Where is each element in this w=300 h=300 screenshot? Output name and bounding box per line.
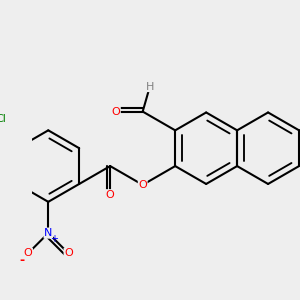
Text: O: O bbox=[106, 190, 115, 200]
Text: O: O bbox=[112, 106, 120, 117]
Text: O: O bbox=[24, 248, 32, 258]
Text: -: - bbox=[19, 254, 24, 267]
Text: O: O bbox=[138, 180, 147, 190]
Text: Cl: Cl bbox=[0, 114, 6, 124]
Text: O: O bbox=[64, 248, 73, 258]
Text: H: H bbox=[146, 82, 154, 92]
Text: N: N bbox=[44, 228, 52, 238]
Text: +: + bbox=[50, 234, 59, 244]
